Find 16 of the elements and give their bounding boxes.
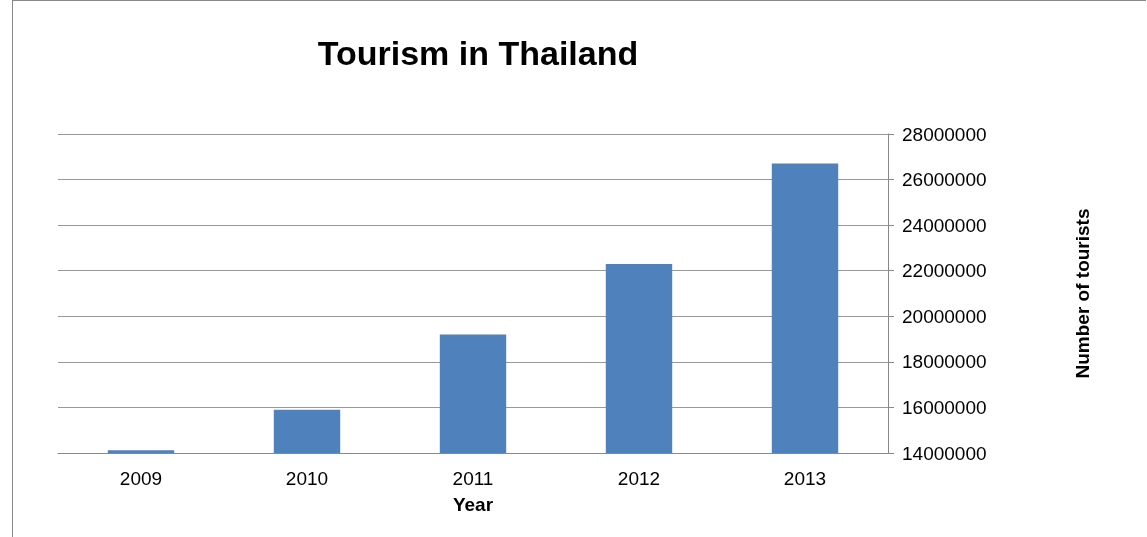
x-tick-label: 2013 — [783, 468, 827, 489]
x-axis-title: Year — [452, 494, 494, 515]
x-tick-label: 2009 — [119, 468, 163, 489]
x-tick-label: 2010 — [285, 468, 329, 489]
y-tick-label: 22000000 — [902, 260, 987, 282]
y-tick-label: 14000000 — [902, 442, 987, 464]
y-axis-title: Number of tourists — [1072, 208, 1093, 379]
y-tick-label: 26000000 — [902, 169, 987, 191]
y-tick-label: 28000000 — [902, 123, 987, 145]
y-tick-label: 16000000 — [902, 396, 987, 418]
x-tick-label: 2011 — [452, 468, 494, 489]
y-tick-label: 20000000 — [902, 305, 987, 327]
x-tick-label: 2012 — [617, 468, 661, 489]
y-tick-label: 18000000 — [902, 351, 987, 373]
y-tick-label: 24000000 — [902, 214, 987, 236]
chart-title: Tourism in Thailand — [317, 34, 639, 72]
